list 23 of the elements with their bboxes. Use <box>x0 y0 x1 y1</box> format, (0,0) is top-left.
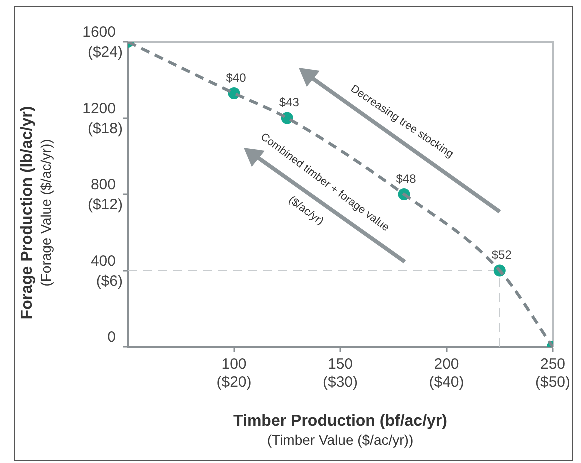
annotation: $40 <box>226 70 247 85</box>
annotation: $52 <box>492 248 512 262</box>
y-tick-label: 800 <box>90 176 116 194</box>
x-tick-label: 100 <box>222 356 247 374</box>
y-tick-label: 400 <box>90 252 116 270</box>
y-tick-label: 1200 <box>82 100 116 118</box>
x2-tick-label: ($40) <box>429 374 464 392</box>
y2-tick-label: ($12) <box>88 196 123 214</box>
x-tick-label: 250 <box>540 356 566 374</box>
y2-tick-label: ($24) <box>88 44 123 62</box>
annotation: $43 <box>279 96 300 110</box>
y-tick-label: 0 <box>108 329 116 346</box>
y2-tick-label: ($18) <box>88 120 123 138</box>
y2-tick-label: ($6) <box>96 272 123 290</box>
x2-tick-label: ($30) <box>322 374 358 392</box>
x-axis-title: Timber Production (bf/ac/yr) (Timber Value ($/ac/yr)) <box>232 412 448 450</box>
x-tick-label: 200 <box>434 356 460 374</box>
y-tick-label: 1600 <box>82 24 116 42</box>
x-tick-label: 150 <box>328 356 354 374</box>
x2-tick-label: ($20) <box>216 374 252 392</box>
annotation: $48 <box>396 172 417 186</box>
x2-tick-label: ($50) <box>535 374 571 392</box>
y-axis-title: Forage Production (lb/ac/yr) (Forage Value ($/ac/yr)) <box>19 104 55 322</box>
